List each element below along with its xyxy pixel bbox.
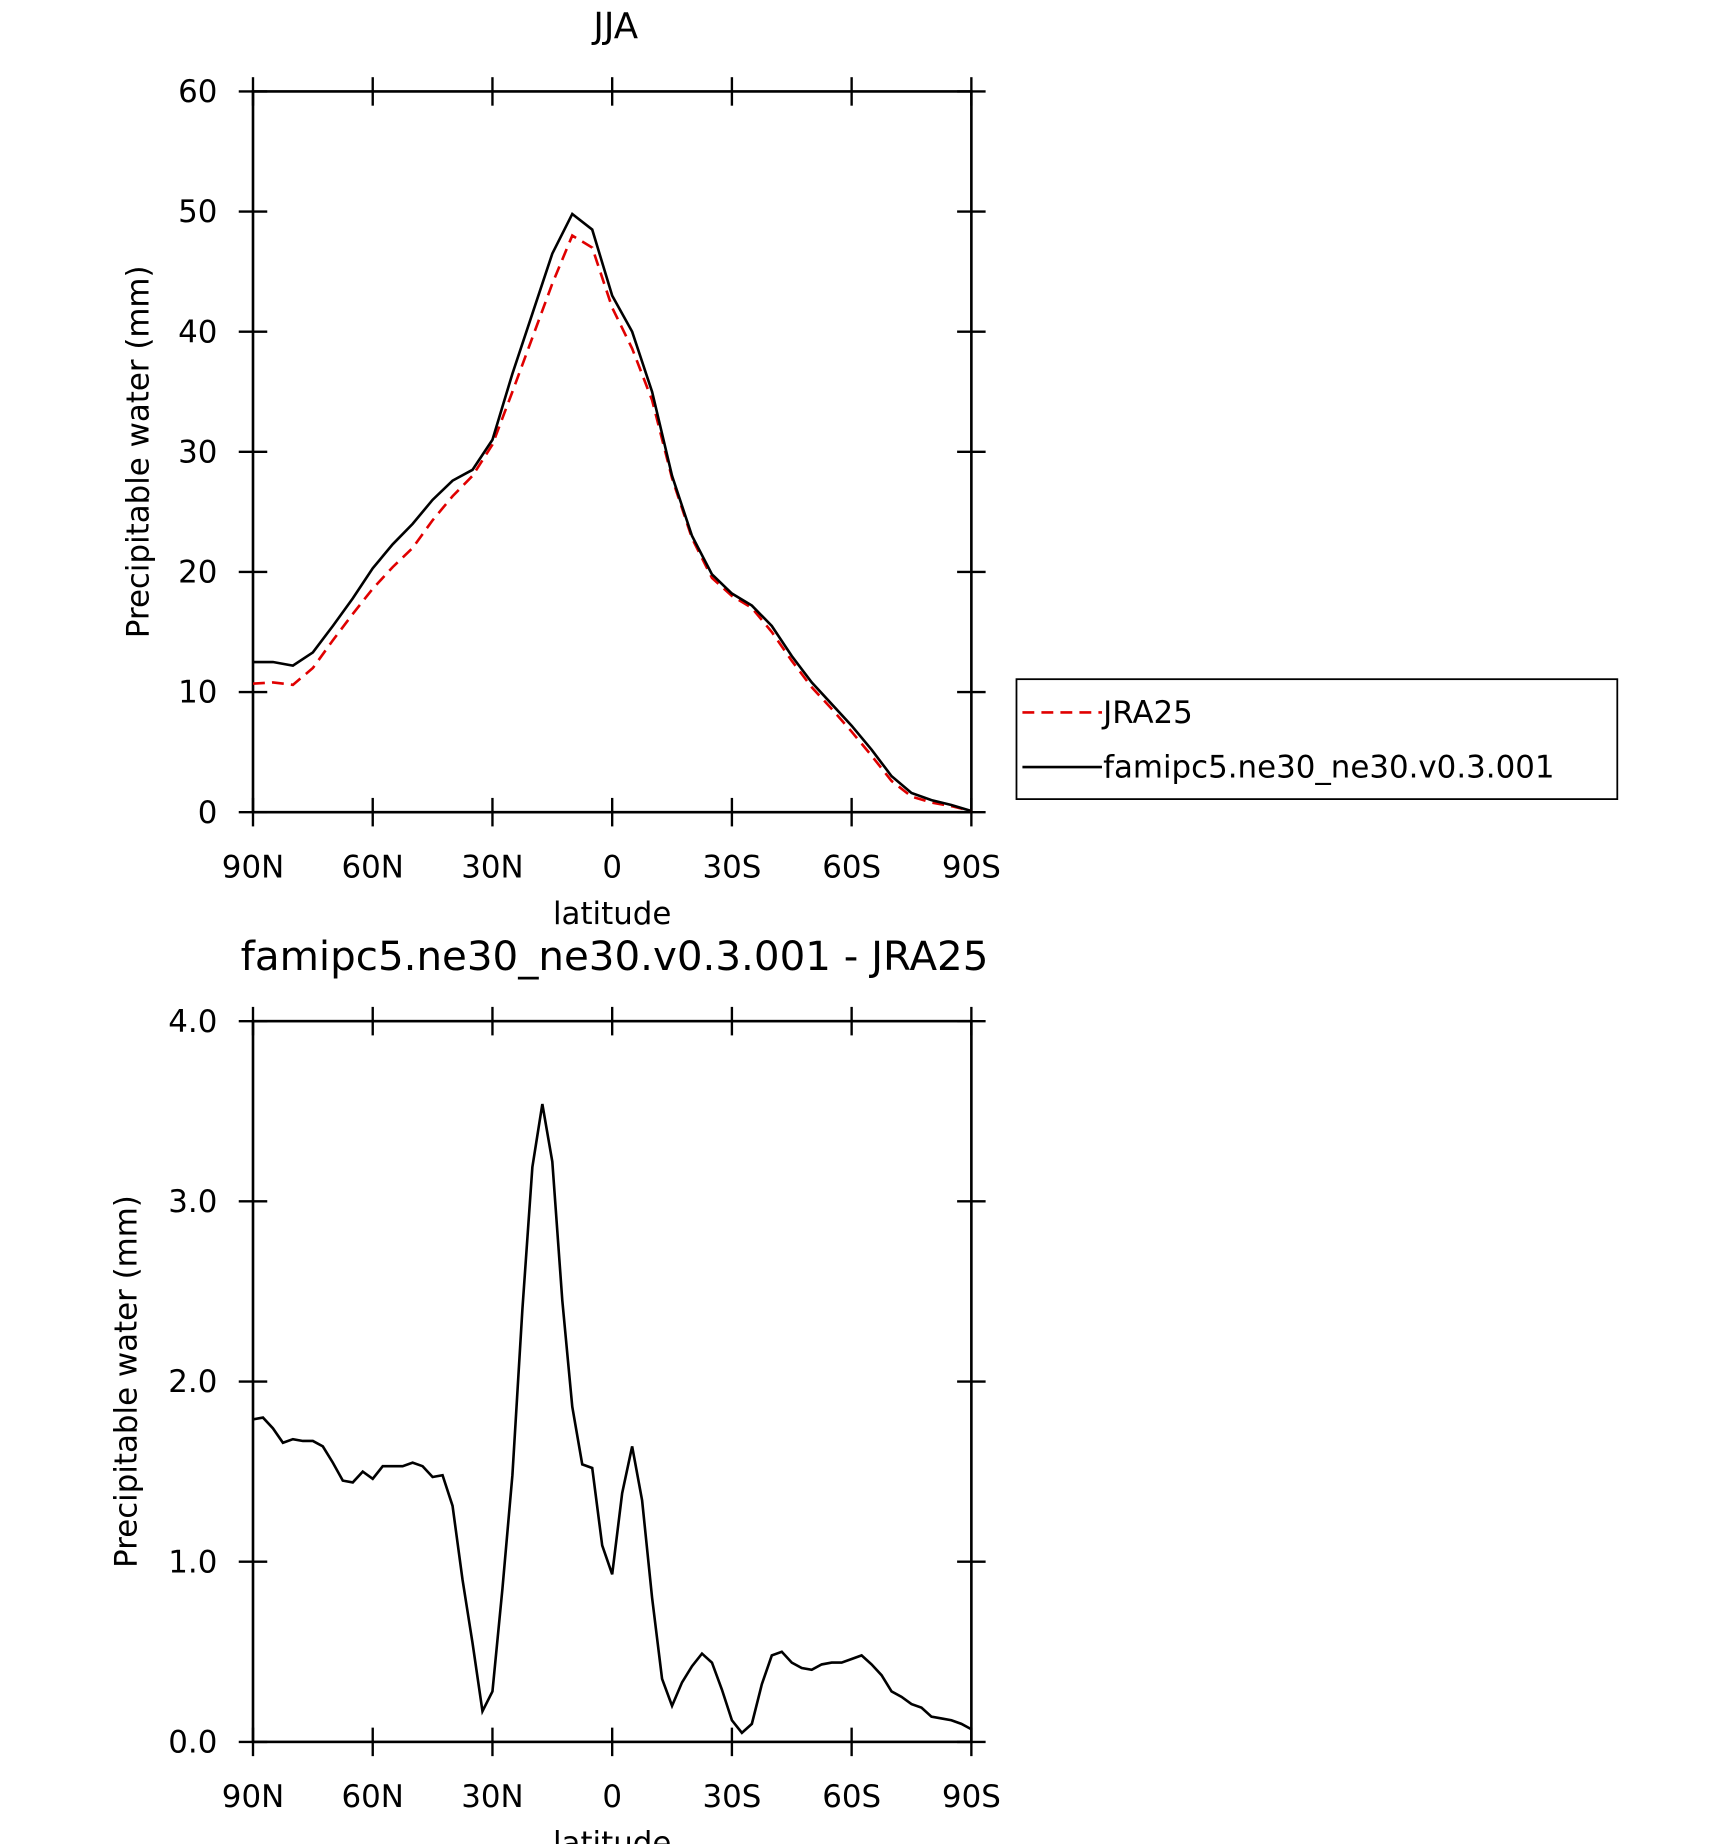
x-tick-label: 30S	[702, 1779, 761, 1815]
legend-box	[1015, 678, 1619, 800]
x-tick-label: 30S	[702, 849, 761, 885]
x-tick-label: 60S	[822, 1779, 881, 1815]
legend-label: JRA25	[1101, 695, 1193, 731]
series-line	[252, 1103, 972, 1735]
y-tick-label: 3.0	[168, 1184, 217, 1220]
x-tick-label: 60N	[342, 1779, 404, 1815]
y-axis-label: Precipitable water (mm)	[121, 265, 157, 638]
y-tick-label: 30	[178, 434, 217, 470]
x-tick-label: 30N	[461, 849, 523, 885]
y-tick-label: 2.0	[168, 1364, 217, 1400]
x-tick-label: 30N	[461, 1779, 523, 1815]
x-tick-label: 0	[602, 849, 622, 885]
x-axis-label: latitude	[553, 896, 671, 932]
plot-frame	[251, 90, 973, 814]
y-tick-label: 0.0	[168, 1725, 217, 1761]
x-tick-label: 90N	[222, 849, 284, 885]
chart-title: famipc5.ne30_ne30.v0.3.001 - JRA25	[241, 933, 989, 980]
x-tick-label: 60S	[822, 849, 881, 885]
x-tick-label: 0	[602, 1779, 622, 1815]
y-tick-label: 20	[178, 555, 217, 591]
x-tick-label: 90S	[942, 1779, 1001, 1815]
legend-label: famipc5.ne30_ne30.v0.3.001	[1103, 750, 1554, 786]
series-line	[252, 211, 972, 813]
x-tick-label: 60N	[342, 849, 404, 885]
chart-title: JJA	[591, 6, 638, 47]
y-tick-label: 4.0	[168, 1004, 217, 1040]
x-tick-label: 90S	[942, 849, 1001, 885]
y-tick-label: 1.0	[168, 1544, 217, 1580]
y-tick-label: 10	[178, 675, 217, 711]
y-tick-label: 0	[198, 795, 218, 831]
plot-frame	[251, 1019, 973, 1744]
y-axis-label: Precipitable water (mm)	[109, 1195, 145, 1568]
y-tick-label: 50	[178, 194, 217, 230]
y-tick-label: 40	[178, 314, 217, 350]
x-axis-label: latitude	[553, 1825, 671, 1844]
x-tick-label: 90N	[222, 1779, 284, 1815]
series-line	[252, 233, 972, 813]
y-tick-label: 60	[178, 74, 217, 110]
